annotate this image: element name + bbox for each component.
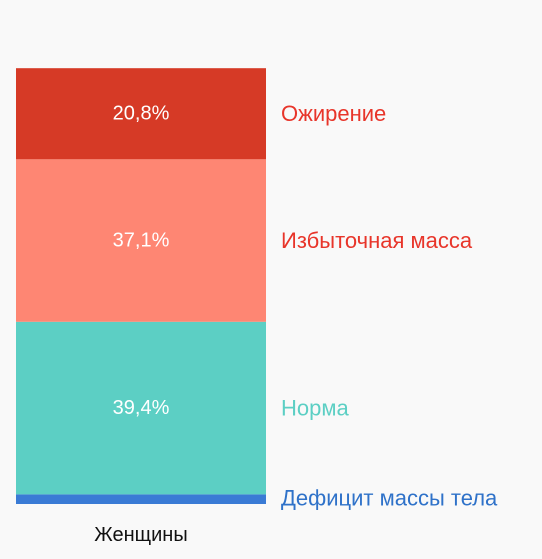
legend-label-norm: Норма bbox=[281, 396, 349, 421]
category-label: Женщины bbox=[94, 524, 187, 546]
bar-segment-overweight bbox=[16, 159, 266, 322]
data-label-obesity: 20,8% bbox=[113, 103, 170, 125]
legend-label-obesity: Ожирение bbox=[281, 101, 386, 126]
legend-label-deficit: Дефицит массы тела bbox=[281, 486, 498, 511]
bar-segment-norm bbox=[16, 321, 266, 495]
data-label-norm: 39,4% bbox=[113, 397, 170, 419]
data-label-overweight: 37,1% bbox=[113, 230, 170, 252]
bar-segment-obesity bbox=[16, 68, 266, 160]
bar-segment-deficit bbox=[16, 494, 266, 504]
legend-label-overweight: Избыточная масса bbox=[281, 228, 473, 253]
